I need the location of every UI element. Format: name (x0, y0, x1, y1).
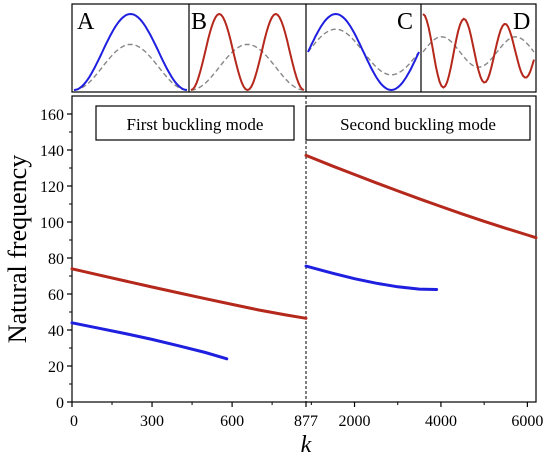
inset-reference-curve (73, 43, 188, 91)
inset-letter-c: C (397, 9, 413, 35)
x-tick-label: 2000 (339, 413, 371, 430)
y-tick-label: 160 (40, 107, 64, 124)
y-axis-label: Natural frequency (3, 155, 32, 343)
x-axis-ticks: 0 300 600 877 2000 4000 6000 (70, 402, 543, 430)
x-tick-label: 600 (220, 413, 244, 430)
y-tick-label: 40 (48, 323, 64, 340)
y-tick-label: 100 (40, 215, 64, 232)
series-line-blue (304, 264, 439, 291)
y-tick-label: 20 (48, 359, 64, 376)
inset-letter-b: B (191, 9, 207, 35)
series-line-red (70, 267, 308, 320)
y-tick-label: 140 (40, 143, 64, 160)
inset-mode-shape-curve (422, 13, 535, 89)
inset-frame (71, 3, 537, 93)
left-panel-label-box (95, 105, 295, 141)
mode-shape-insets: A B C D (71, 3, 537, 93)
x-tick-label: 877 (294, 413, 318, 430)
x-tick-label: 0 (70, 413, 78, 430)
plot-frame (71, 95, 537, 403)
y-tick-label: 120 (40, 179, 64, 196)
series-line-blue (70, 321, 229, 361)
y-tick-label: 80 (48, 251, 64, 268)
right-panel-label: Second buckling mode (340, 115, 496, 134)
x-tick-label: 6000 (511, 413, 543, 430)
x-axis-label: k (301, 432, 312, 458)
data-series (70, 153, 538, 361)
inset-mode-shape-curve (307, 12, 420, 92)
left-panel-label: First buckling mode (127, 115, 264, 134)
y-tick-label: 60 (48, 287, 64, 304)
inset-mode-shape-curve (73, 12, 188, 91)
series-line-red (304, 153, 538, 240)
inset-letter-a: A (77, 9, 95, 35)
inset-mode-shape-curve (190, 12, 305, 92)
right-panel-label-box (305, 105, 531, 141)
x-tick-label: 4000 (425, 413, 457, 430)
x-tick-label: 300 (140, 413, 164, 430)
inset-letter-d: D (513, 9, 530, 35)
y-tick-label: 0 (56, 395, 64, 412)
inset-reference-curve (190, 43, 305, 91)
y-axis-ticks: 0 20 40 60 80 100 120 140 160 (40, 107, 72, 412)
